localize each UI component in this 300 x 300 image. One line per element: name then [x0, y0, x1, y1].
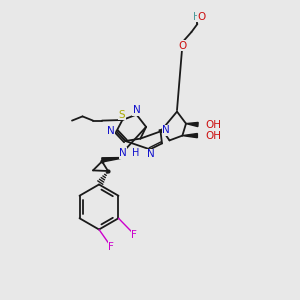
Text: OH: OH	[205, 130, 221, 141]
Text: N: N	[119, 148, 127, 158]
Text: S: S	[118, 110, 125, 120]
Text: O: O	[197, 11, 206, 22]
Text: N: N	[106, 126, 114, 136]
Polygon shape	[182, 134, 197, 138]
Text: N: N	[162, 125, 170, 135]
Polygon shape	[159, 130, 162, 133]
Polygon shape	[186, 122, 198, 127]
Text: H: H	[193, 11, 200, 22]
Text: OH: OH	[206, 119, 221, 130]
Text: N: N	[147, 149, 154, 159]
Text: N: N	[133, 105, 140, 116]
Text: F: F	[131, 230, 137, 240]
Polygon shape	[102, 158, 125, 162]
Text: H: H	[132, 148, 140, 158]
Text: F: F	[108, 242, 114, 252]
Text: O: O	[178, 40, 186, 51]
